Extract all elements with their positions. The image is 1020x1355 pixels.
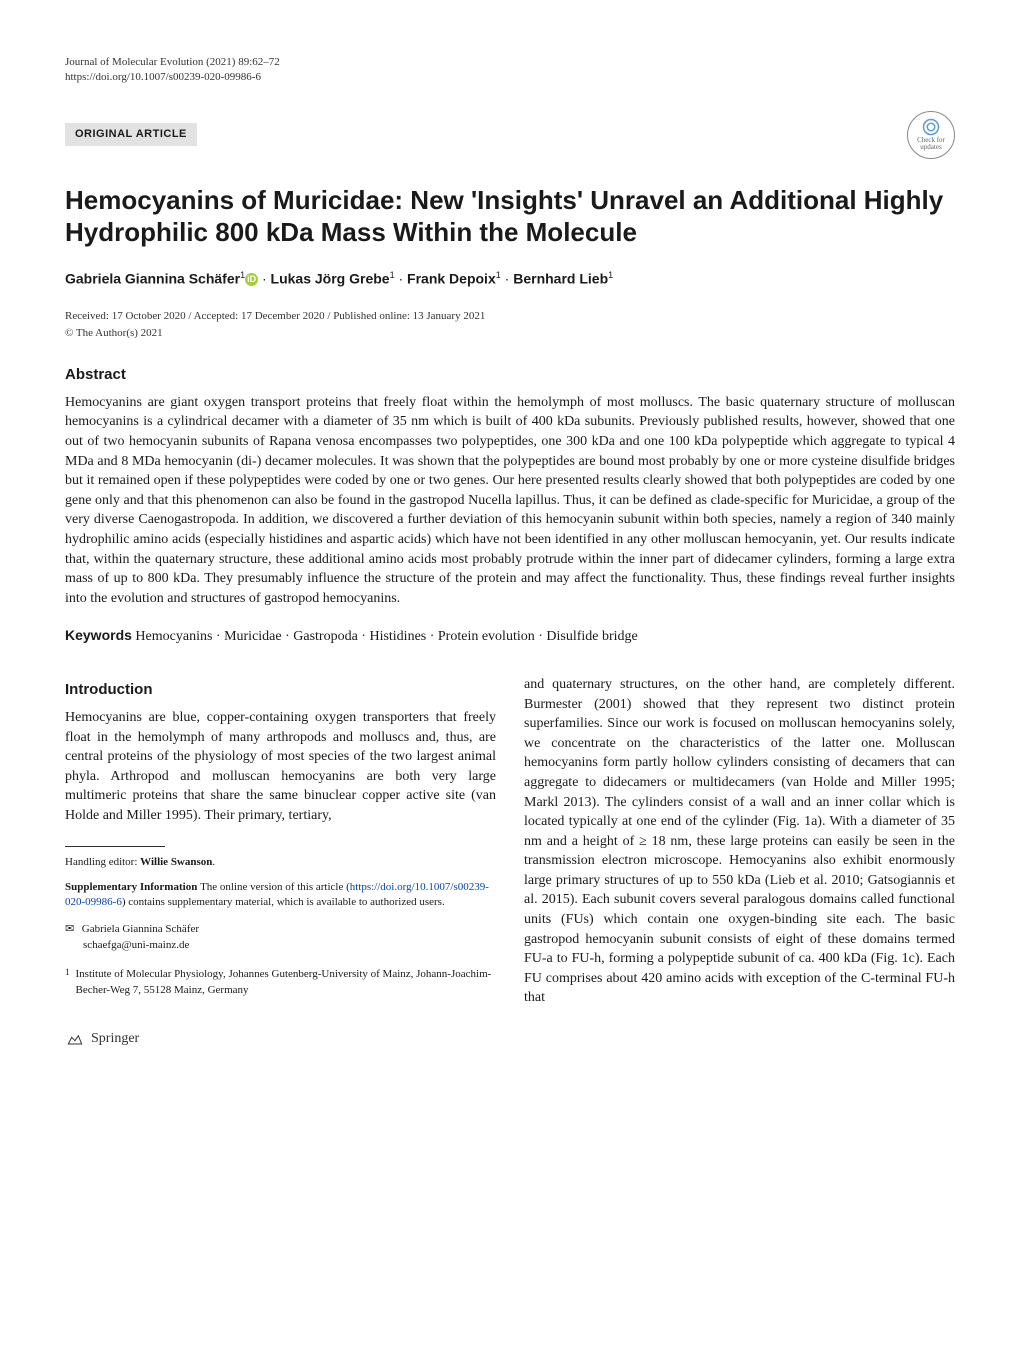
journal-citation: Journal of Molecular Evolution (2021) 89…	[65, 55, 955, 70]
author-name: Lukas Jörg Grebe	[271, 270, 390, 286]
author-list: Gabriela Giannina Schäfer 1 iD · Lukas Jör…	[65, 269, 955, 289]
right-column: and quaternary structures, on the other …	[524, 675, 955, 1049]
article-meta: Journal of Molecular Evolution (2021) 89…	[65, 55, 955, 86]
author-name: Gabriela Giannina Schäfer	[65, 270, 240, 286]
two-column-body: Introduction Hemocyanins are blue, coppe…	[65, 675, 955, 1049]
supp-text-before: The online version of this article (	[200, 881, 350, 893]
envelope-icon: ✉	[65, 921, 79, 938]
check-updates-badge[interactable]: Check for updates	[907, 111, 955, 159]
author-affil-sup: 1	[608, 270, 613, 280]
article-dates: Received: 17 October 2020 / Accepted: 17…	[65, 309, 955, 324]
intro-text-right: and quaternary structures, on the other …	[524, 675, 955, 1008]
keywords-label: Keywords	[65, 627, 132, 643]
author-name: Frank Depoix	[407, 270, 496, 286]
abstract-text: Hemocyanins are giant oxygen transport p…	[65, 393, 955, 609]
author-separator: ·	[501, 270, 513, 286]
doi-link[interactable]: https://doi.org/10.1007/s00239-020-09986…	[65, 70, 955, 85]
publisher-footer: Springer	[65, 1029, 496, 1049]
springer-horse-icon	[65, 1029, 85, 1049]
intro-text-left: Hemocyanins are blue, copper-containing …	[65, 708, 496, 826]
handling-editor-note: Handling editor: Willie Swanson.	[65, 855, 496, 870]
handling-editor-label: Handling editor:	[65, 856, 140, 868]
check-updates-label: Check for updates	[908, 137, 954, 152]
supp-text-after: ) contains supplementary material, which…	[122, 896, 445, 908]
article-type-row: ORIGINAL ARTICLE Check for updates	[65, 111, 955, 159]
affil-text: Institute of Molecular Physiology, Johan…	[76, 966, 497, 999]
author-name: Bernhard Lieb	[513, 270, 608, 286]
keywords-text: Hemocyanins · Muricidae · Gastropoda · H…	[132, 629, 638, 644]
corr-author-email[interactable]: schaefga@uni-mainz.de	[83, 939, 189, 951]
orcid-icon[interactable]: iD	[245, 273, 258, 286]
author-separator: ·	[395, 270, 407, 286]
abstract-heading: Abstract	[65, 364, 955, 385]
affil-number: 1	[65, 966, 70, 999]
footnote-separator	[65, 846, 165, 847]
handling-editor-period: .	[212, 856, 215, 868]
copyright-line: © The Author(s) 2021	[65, 326, 955, 341]
affiliation: 1 Institute of Molecular Physiology, Joh…	[65, 966, 496, 999]
handling-editor-name: Willie Swanson	[140, 856, 212, 868]
supp-info-label: Supplementary Information	[65, 881, 200, 893]
spacer	[65, 826, 496, 846]
publisher-name: Springer	[91, 1029, 139, 1049]
article-title: Hemocyanins of Muricidae: New 'Insights'…	[65, 184, 955, 249]
left-column: Introduction Hemocyanins are blue, coppe…	[65, 675, 496, 1049]
keywords-line: Keywords Hemocyanins · Muricidae · Gastr…	[65, 626, 955, 647]
article-type-badge: ORIGINAL ARTICLE	[65, 123, 197, 146]
introduction-heading: Introduction	[65, 679, 496, 700]
corresponding-author: ✉ Gabriela Giannina Schäfer schaefga@uni…	[65, 921, 496, 954]
supplementary-info-note: Supplementary Information The online ver…	[65, 880, 496, 911]
author-separator: ·	[258, 270, 270, 286]
crossmark-icon	[922, 118, 940, 136]
corr-author-name: Gabriela Giannina Schäfer	[82, 923, 199, 935]
